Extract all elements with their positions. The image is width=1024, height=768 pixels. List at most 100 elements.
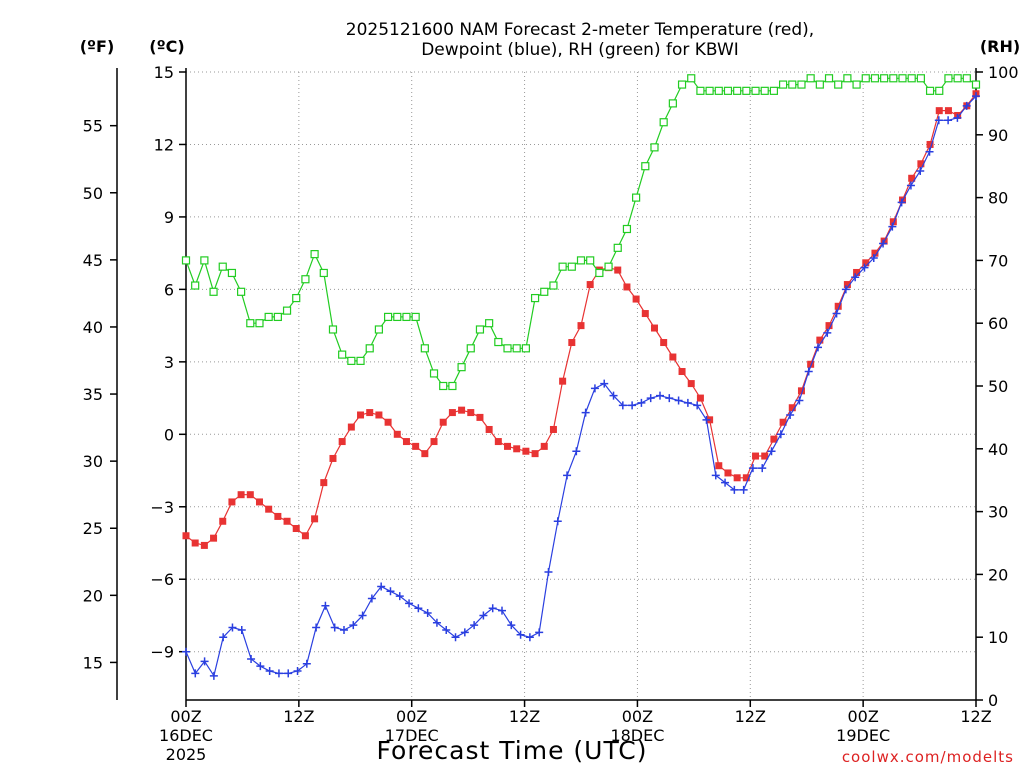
temperature-point bbox=[853, 268, 861, 276]
rh-point bbox=[255, 319, 264, 328]
rh-point bbox=[595, 268, 604, 278]
rh-point bbox=[521, 344, 530, 353]
rh-point bbox=[944, 74, 953, 83]
rh-point bbox=[861, 74, 870, 83]
rh-point bbox=[301, 275, 310, 284]
rh-point bbox=[650, 143, 659, 152]
dewpoint-point bbox=[888, 222, 897, 231]
dewpoint-point bbox=[730, 485, 739, 494]
celsius-tick-label: −3 bbox=[150, 498, 174, 517]
dewpoint-point bbox=[572, 447, 581, 456]
temperature-point bbox=[467, 409, 475, 417]
rh-point bbox=[714, 86, 723, 95]
temperature-point bbox=[357, 411, 365, 419]
temperature-point bbox=[944, 107, 952, 115]
dewpoint-point bbox=[405, 599, 414, 608]
temperature-point bbox=[678, 368, 686, 376]
rh-point bbox=[494, 337, 503, 347]
rh-point bbox=[751, 86, 760, 95]
dewpoint-point bbox=[349, 621, 358, 630]
rh-point bbox=[604, 262, 613, 271]
dewpoint-point bbox=[302, 659, 311, 668]
rh-point bbox=[439, 381, 448, 391]
temperature-point bbox=[504, 442, 512, 450]
rh-tick-label: 20 bbox=[988, 565, 1008, 584]
rh-point bbox=[668, 99, 677, 108]
dewpoint-point bbox=[274, 669, 283, 678]
dewpoint-point bbox=[488, 604, 497, 613]
rh-point bbox=[549, 281, 558, 290]
rh-tick-label: 0 bbox=[988, 691, 998, 710]
temperature-point bbox=[632, 295, 640, 303]
rh-point bbox=[907, 74, 916, 83]
temperature-point bbox=[531, 450, 539, 458]
temperature-point bbox=[485, 425, 493, 433]
temperature-point bbox=[384, 418, 392, 426]
dewpoint-point bbox=[544, 567, 553, 576]
temperature-point bbox=[696, 394, 704, 402]
rh-point bbox=[687, 74, 696, 83]
fahrenheit-tick-label: 40 bbox=[83, 318, 103, 337]
dewpoint-point bbox=[804, 367, 813, 376]
dewpoint-point bbox=[516, 630, 525, 639]
temperature-point bbox=[577, 322, 585, 330]
rh-tick-label: 100 bbox=[988, 63, 1019, 82]
temperature-point bbox=[623, 283, 631, 291]
temperature-point bbox=[375, 411, 383, 419]
temperature-point bbox=[219, 517, 227, 525]
temperature-point bbox=[669, 353, 677, 361]
temperature-point bbox=[182, 532, 190, 540]
temperature-point bbox=[311, 515, 319, 523]
temperature-point bbox=[816, 336, 824, 344]
dewpoint-point bbox=[693, 401, 702, 410]
dewpoint-point bbox=[432, 618, 441, 627]
rh-point bbox=[383, 312, 393, 322]
temperature-point bbox=[210, 534, 218, 542]
rh-point bbox=[935, 86, 944, 95]
rh-point bbox=[742, 86, 751, 95]
temperature-point bbox=[687, 380, 695, 388]
temperature-point bbox=[402, 438, 410, 446]
dewpoint-point bbox=[470, 621, 479, 630]
temperature-point bbox=[540, 442, 548, 450]
rh-tick-label: 80 bbox=[988, 189, 1008, 208]
temperature-point bbox=[421, 450, 429, 458]
rh-point bbox=[466, 344, 475, 353]
dewpoint-point bbox=[265, 667, 274, 676]
temperature-point bbox=[448, 409, 456, 417]
rh-point bbox=[292, 293, 301, 303]
rh-point bbox=[485, 319, 494, 328]
temperature-point bbox=[439, 418, 447, 426]
temperature-point bbox=[733, 474, 741, 482]
rh-point bbox=[200, 256, 209, 265]
rh-point bbox=[218, 262, 227, 271]
rh-point bbox=[971, 80, 981, 89]
grid-lines bbox=[185, 71, 977, 700]
x-tick-label: 12Z bbox=[509, 707, 540, 726]
rh-point bbox=[310, 250, 319, 259]
temperature-point bbox=[274, 512, 282, 520]
dewpoint-point bbox=[395, 592, 404, 601]
dewpoint-point bbox=[293, 667, 302, 676]
dewpoint-point bbox=[535, 628, 544, 637]
temperature-point bbox=[292, 525, 300, 533]
dewpoint-point bbox=[442, 625, 451, 634]
x-tick-label: 16DEC bbox=[159, 726, 213, 745]
dewpoint-point bbox=[330, 623, 339, 632]
rh-point bbox=[512, 344, 521, 353]
dewpoint-point bbox=[897, 198, 906, 207]
dewpoint-point bbox=[498, 606, 506, 615]
fahrenheit-tick-label: 25 bbox=[83, 519, 103, 538]
temperature-point bbox=[807, 360, 815, 368]
dewpoint-point bbox=[200, 657, 209, 666]
dewpoint-point bbox=[340, 625, 348, 634]
temperature-point bbox=[338, 438, 346, 446]
dewpoint-point bbox=[618, 401, 627, 410]
temperature-point bbox=[366, 409, 374, 417]
temperature-point bbox=[549, 425, 557, 433]
rh-point bbox=[815, 80, 824, 89]
rh-point bbox=[282, 306, 292, 315]
dewpoint-point bbox=[312, 623, 321, 632]
dewpoint-point bbox=[776, 430, 785, 439]
tick-labels: 15129630−3−6−955504540353025201510090807… bbox=[83, 63, 1019, 764]
